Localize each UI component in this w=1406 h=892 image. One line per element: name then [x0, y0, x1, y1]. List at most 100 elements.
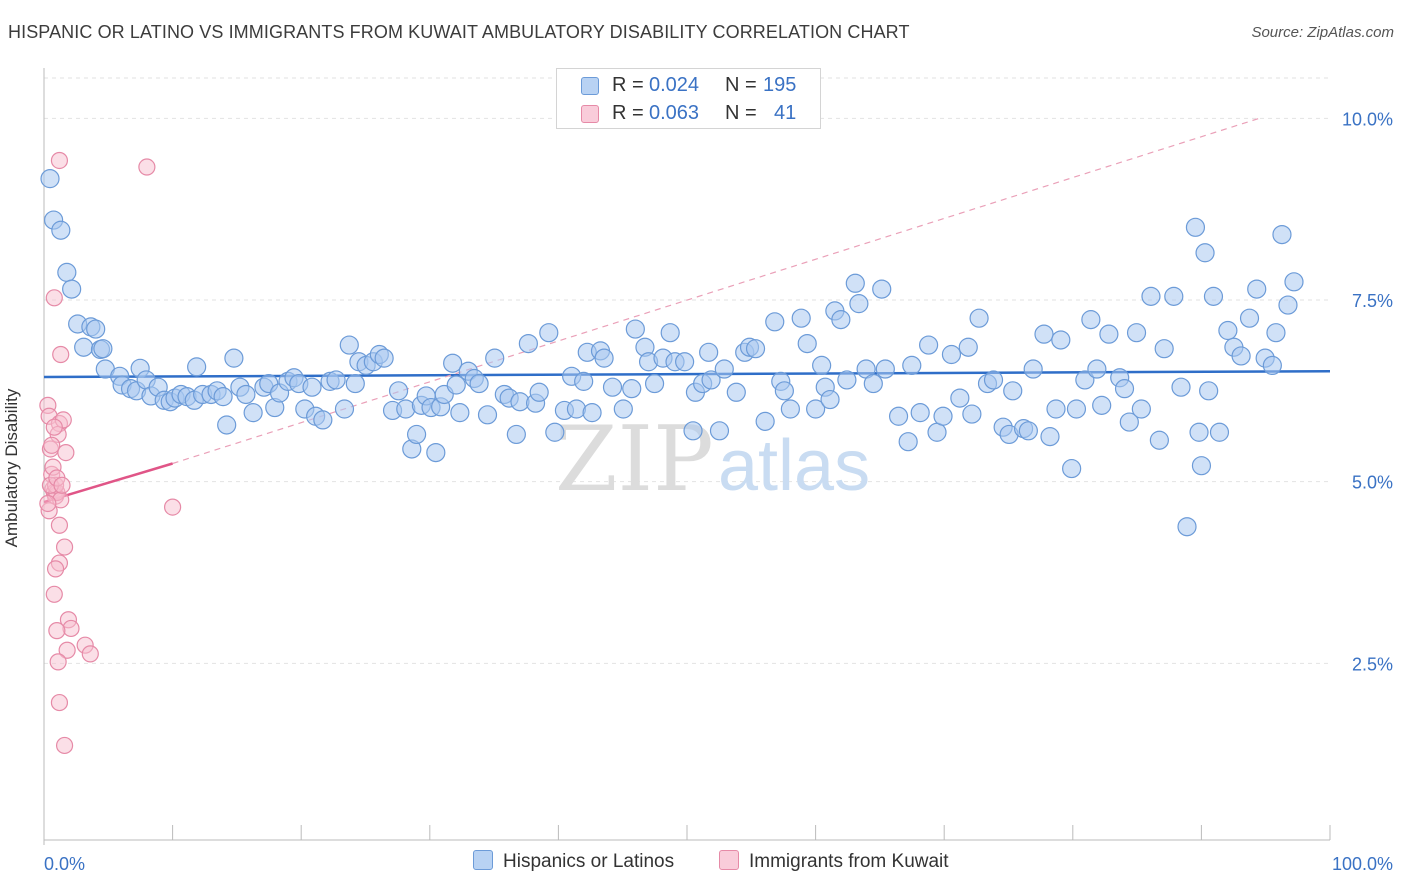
scatter-point-hispanic	[969, 308, 989, 328]
scatter-point-hispanic	[962, 404, 982, 424]
scatter-point-hispanic	[791, 308, 811, 328]
scatter-point-hispanic	[888, 406, 909, 426]
scatter-point-hispanic	[1040, 427, 1060, 447]
scatter-point-hispanic	[875, 359, 895, 379]
legend-row-kuwait: R = 0.063 N = 41	[557, 99, 820, 127]
scatter-point-hispanic	[485, 348, 505, 368]
scatter-point-hispanic	[1203, 286, 1224, 306]
legend-r-value: 0.024	[649, 74, 700, 96]
scatter-point-hispanic	[213, 387, 233, 407]
scatter-point-hispanic	[217, 415, 237, 435]
scatter-point-hispanic	[644, 373, 665, 394]
scatter-point-kuwait	[46, 560, 65, 578]
legend-label-hispanic: Hispanics or Latinos	[503, 851, 675, 872]
scatter-point-hispanic	[1247, 279, 1267, 299]
scatter-point-hispanic	[845, 273, 865, 293]
scatter-point-hispanic	[1046, 399, 1066, 419]
scatter-point-hispanic	[506, 424, 526, 445]
y-tick-label: 7.5%	[1352, 291, 1393, 311]
scatter-point-kuwait	[58, 641, 76, 659]
scatter-point-hispanic	[726, 382, 746, 402]
scatter-point-hispanic	[1239, 308, 1260, 328]
scatter-point-hispanic	[224, 348, 244, 368]
scatter-point-kuwait	[50, 693, 69, 712]
scatter-point-hispanic	[1075, 370, 1095, 390]
scatter-point-hispanic	[86, 319, 106, 339]
scatter-point-hispanic	[1154, 339, 1174, 359]
scatter-point-hispanic	[910, 403, 930, 423]
legend-r-value: 0.063	[649, 102, 700, 124]
scatter-point-hispanic	[426, 443, 446, 463]
scatter-point-hispanic	[1087, 359, 1107, 379]
legend-n-value: 195	[763, 74, 797, 96]
scatter-point-hispanic	[1119, 412, 1139, 432]
scatter-point-hispanic	[958, 337, 978, 357]
scatter-point-hispanic	[1278, 295, 1298, 315]
scatter-point-kuwait	[49, 653, 67, 671]
scatter-point-hispanic	[518, 334, 538, 354]
scatter-point-hispanic	[1284, 272, 1304, 292]
scatter-point-hispanic	[765, 312, 785, 332]
scatter-point-hispanic	[406, 424, 427, 445]
scatter-point-hispanic	[1195, 243, 1215, 263]
scatter-point-hispanic	[1218, 320, 1238, 341]
scatter-point-hispanic	[714, 359, 734, 379]
scatter-point-hispanic	[1099, 324, 1119, 344]
y-tick-label: 5.0%	[1352, 473, 1393, 493]
x-tick-label: 100.0%	[1332, 854, 1393, 874]
scatter-point-hispanic	[57, 262, 77, 282]
scatter-point-hispanic	[40, 169, 60, 189]
scatter-point-hispanic	[709, 421, 730, 441]
scatter-point-kuwait	[81, 645, 99, 663]
scatter-point-hispanic	[820, 389, 840, 410]
scatter-point-hispanic	[566, 399, 587, 419]
scatter-point-hispanic	[1051, 330, 1071, 350]
scatter-point-hispanic	[1018, 421, 1038, 441]
scatter-point-kuwait	[48, 622, 66, 640]
scatter-point-hispanic	[849, 294, 869, 314]
scatter-point-hispanic	[93, 339, 113, 359]
scatter-point-hispanic	[313, 410, 333, 430]
scatter-point-hispanic	[927, 422, 947, 442]
scatter-point-hispanic	[1171, 377, 1191, 397]
scatter-point-hispanic	[243, 403, 263, 423]
scatter-point-hispanic	[345, 373, 365, 394]
scatter-point-hispanic	[334, 399, 355, 419]
trend-line-hispanic	[43, 369, 1331, 379]
scatter-point-hispanic	[812, 355, 832, 375]
scatter-point-hispanic	[683, 421, 703, 441]
scatter-point-hispanic	[625, 319, 645, 339]
scatter-point-hispanic	[1003, 381, 1023, 401]
scatter-point-hispanic	[755, 411, 775, 431]
scatter-point-hispanic	[1262, 355, 1282, 375]
scatter-point-hispanic	[660, 323, 680, 343]
scatter-point-hispanic	[863, 373, 883, 394]
scatter-point-hispanic	[1126, 323, 1147, 343]
scatter-point-hispanic	[983, 370, 1004, 390]
scatter-point-hispanic	[302, 377, 322, 397]
scatter-point-hispanic	[1272, 225, 1292, 245]
scatter-point-hispanic	[450, 403, 470, 423]
scatter-point-hispanic	[837, 370, 857, 390]
scatter-point-hispanic	[1141, 286, 1161, 306]
scatter-point-kuwait	[50, 151, 69, 170]
legend-n-value: 41	[774, 102, 797, 124]
scatter-point-kuwait	[55, 538, 74, 556]
scatter-point-hispanic	[613, 399, 633, 419]
scatter-point-hispanic	[902, 355, 922, 375]
scatter-point-hispanic	[339, 335, 359, 355]
scatter-point-hispanic	[374, 348, 394, 368]
chart-title: HISPANIC OR LATINO VS IMMIGRANTS FROM KU…	[8, 22, 910, 42]
scatter-point-hispanic	[699, 342, 719, 362]
scatter-point-hispanic	[443, 353, 463, 373]
legend-r-label: R =	[612, 102, 644, 124]
legend-item-kuwait: Immigrants from Kuwait	[719, 850, 949, 873]
legend-swatch-pink	[719, 850, 739, 870]
y-axis-label: Ambulatory Disability	[2, 388, 21, 548]
scatter-point-hispanic	[187, 357, 207, 377]
scatter-point-hispanic	[545, 422, 565, 442]
scatter-point-hispanic	[396, 399, 416, 419]
correlation-legend: R = 0.024 N = 195 R = 0.063 N = 41	[556, 68, 821, 129]
scatter-point-hispanic	[1185, 217, 1206, 237]
